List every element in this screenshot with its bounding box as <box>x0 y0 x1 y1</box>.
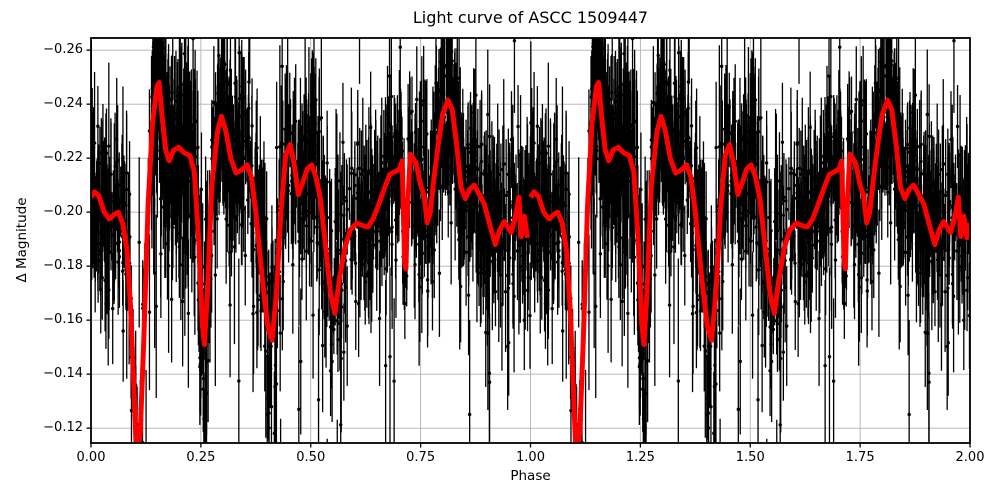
x-tick-label: 0.25 <box>186 450 216 465</box>
y-tick-label: −0.14 <box>43 366 83 382</box>
y-tick-label: −0.24 <box>43 96 83 112</box>
x-tick-label: 0.00 <box>76 450 106 465</box>
x-tick-label: 2.00 <box>955 450 985 465</box>
x-axis-label: Phase <box>510 468 551 484</box>
y-tick-label: −0.12 <box>43 420 83 436</box>
y-tick-label: −0.20 <box>43 204 83 220</box>
y-tick-label: −0.18 <box>43 258 83 274</box>
x-tick-label: 0.50 <box>296 450 326 465</box>
x-tick-label: 1.25 <box>625 450 655 465</box>
x-tick-label: 1.50 <box>735 450 765 465</box>
chart-title: Light curve of ASCC 1509447 <box>412 8 649 27</box>
y-tick-label: −0.16 <box>43 312 83 328</box>
x-tick-label: 0.75 <box>406 450 436 465</box>
y-tick-label: −0.22 <box>43 150 83 166</box>
x-tick-label: 1.00 <box>516 450 545 465</box>
y-tick-label: −0.26 <box>43 42 83 58</box>
x-tick-label: 1.75 <box>845 450 875 465</box>
